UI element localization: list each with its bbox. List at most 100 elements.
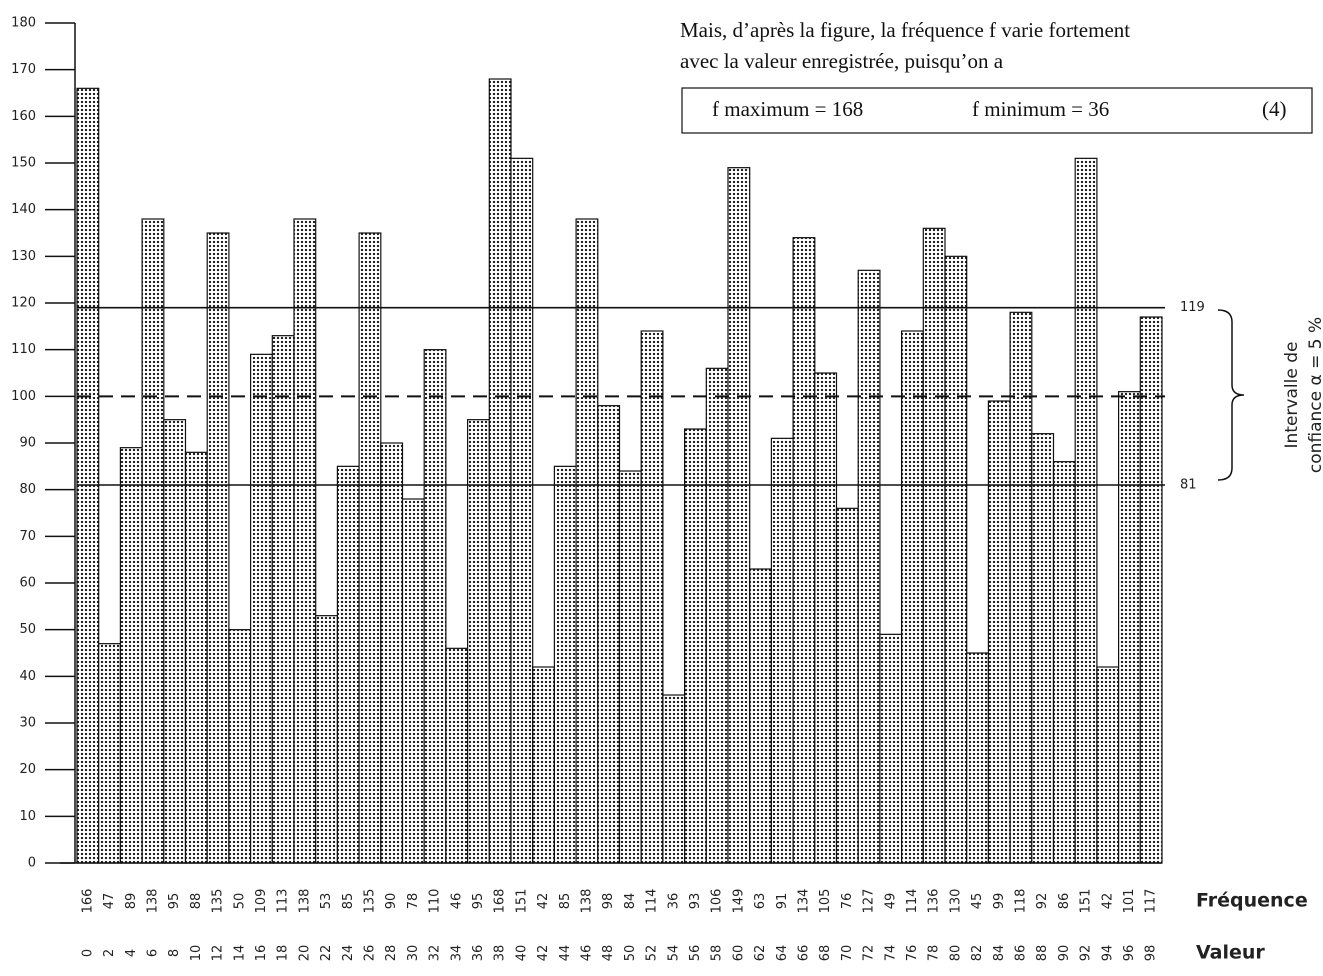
- value-label: 85: [341, 893, 356, 910]
- value-label: 84: [623, 893, 638, 910]
- value-label: 86: [1057, 893, 1072, 910]
- x-tick-label: 40: [514, 945, 529, 962]
- x-tick-label: 52: [645, 945, 660, 962]
- bar: [662, 694, 686, 864]
- bar: [293, 218, 317, 864]
- value-label: 95: [167, 893, 182, 910]
- bar: [445, 647, 469, 864]
- bar: [640, 330, 664, 864]
- value-label: 91: [775, 893, 790, 910]
- x-tick-label: 50: [623, 945, 638, 962]
- value-label: 46: [449, 893, 464, 910]
- x-tick-label: 98: [1144, 945, 1159, 962]
- value-label: 166: [80, 889, 95, 914]
- y-tick-label: 30: [19, 716, 36, 731]
- x-tick-label: 54: [666, 945, 681, 962]
- value-label: 98: [601, 893, 616, 910]
- x-tick-label: 12: [211, 945, 226, 962]
- bar: [206, 232, 230, 864]
- equation-right: f minimum = 36: [972, 97, 1109, 121]
- value-label: 138: [145, 889, 160, 914]
- y-tick-label: 150: [11, 156, 36, 171]
- equation-box: [681, 87, 1313, 134]
- x-tick-label: 48: [601, 945, 616, 962]
- y-tick-label: 140: [11, 202, 36, 217]
- x-tick-label: 42: [536, 945, 551, 962]
- value-label: 47: [102, 893, 117, 910]
- value-label: 93: [688, 893, 703, 910]
- value-label: 118: [1013, 889, 1028, 914]
- bar: [792, 237, 816, 864]
- equation-left: f maximum = 168: [712, 97, 863, 121]
- value-label: 127: [862, 889, 877, 914]
- bar: [1117, 391, 1141, 864]
- bar: [98, 643, 121, 864]
- bar: [532, 666, 556, 864]
- x-tick-label: 68: [818, 945, 833, 962]
- bar: [857, 269, 881, 864]
- bar: [770, 437, 794, 864]
- bar: [1074, 157, 1098, 864]
- y-tick-label: 80: [19, 482, 36, 497]
- value-label: 113: [276, 889, 291, 914]
- y-tick-label: 10: [19, 809, 36, 824]
- bar: [727, 167, 751, 864]
- bar: [423, 349, 447, 864]
- x-tick-label: 14: [232, 945, 247, 962]
- x-tick-label: 72: [862, 945, 877, 962]
- x-tick-label: 46: [579, 945, 594, 962]
- x-tick-label: 60: [731, 945, 746, 962]
- x-tick-label: 56: [688, 945, 703, 962]
- bar: [401, 498, 425, 864]
- y-tick-label: 100: [11, 389, 36, 404]
- value-label: 151: [514, 889, 529, 914]
- bar: [749, 568, 773, 864]
- bar: [553, 465, 577, 864]
- x-tick-label: 4: [124, 949, 139, 957]
- value-label: 106: [710, 889, 725, 914]
- value-label: 136: [927, 889, 942, 914]
- bar: [1052, 461, 1076, 864]
- x-tick-label: 8: [167, 949, 182, 957]
- bar: [76, 87, 100, 864]
- category-row-label: Valeur: [1196, 942, 1265, 964]
- x-tick-label: 38: [493, 945, 508, 962]
- bar: [467, 419, 490, 864]
- y-tick-label: 170: [11, 62, 36, 77]
- bar: [510, 157, 534, 864]
- bar: [814, 372, 838, 864]
- value-label: 36: [666, 893, 681, 910]
- x-tick-label: 28: [384, 945, 399, 962]
- value-label: 114: [645, 889, 660, 914]
- bracket-label: Intervalle de: [1282, 342, 1302, 449]
- bracket: [1217, 309, 1245, 481]
- x-tick-label: 62: [753, 945, 768, 962]
- bar: [250, 353, 273, 864]
- x-tick-label: 58: [710, 945, 725, 962]
- value-label: 88: [189, 893, 204, 910]
- value-label: 134: [796, 889, 811, 914]
- value-label: 135: [211, 889, 226, 914]
- value-label: 63: [753, 893, 768, 910]
- value-label: 50: [232, 893, 247, 910]
- x-tick-label: 44: [558, 945, 573, 962]
- bar: [228, 629, 252, 864]
- x-tick-label: 0: [80, 949, 95, 957]
- x-tick-label: 30: [406, 945, 421, 962]
- value-label: 110: [428, 889, 443, 914]
- equation-number: (4): [1262, 97, 1287, 121]
- value-label: 53: [319, 893, 334, 910]
- x-tick-label: 76: [905, 945, 920, 962]
- value-label: 45: [970, 893, 985, 910]
- value-label: 78: [406, 893, 421, 910]
- x-tick-label: 66: [796, 945, 811, 962]
- x-tick-label: 70: [840, 945, 855, 962]
- x-tick-label: 74: [883, 945, 898, 962]
- x-tick-label: 18: [276, 945, 291, 962]
- x-tick-label: 32: [428, 945, 443, 962]
- x-tick-label: 10: [189, 945, 204, 962]
- value-label: 114: [905, 889, 920, 914]
- value-label: 76: [840, 893, 855, 910]
- y-tick-label: 130: [11, 249, 36, 264]
